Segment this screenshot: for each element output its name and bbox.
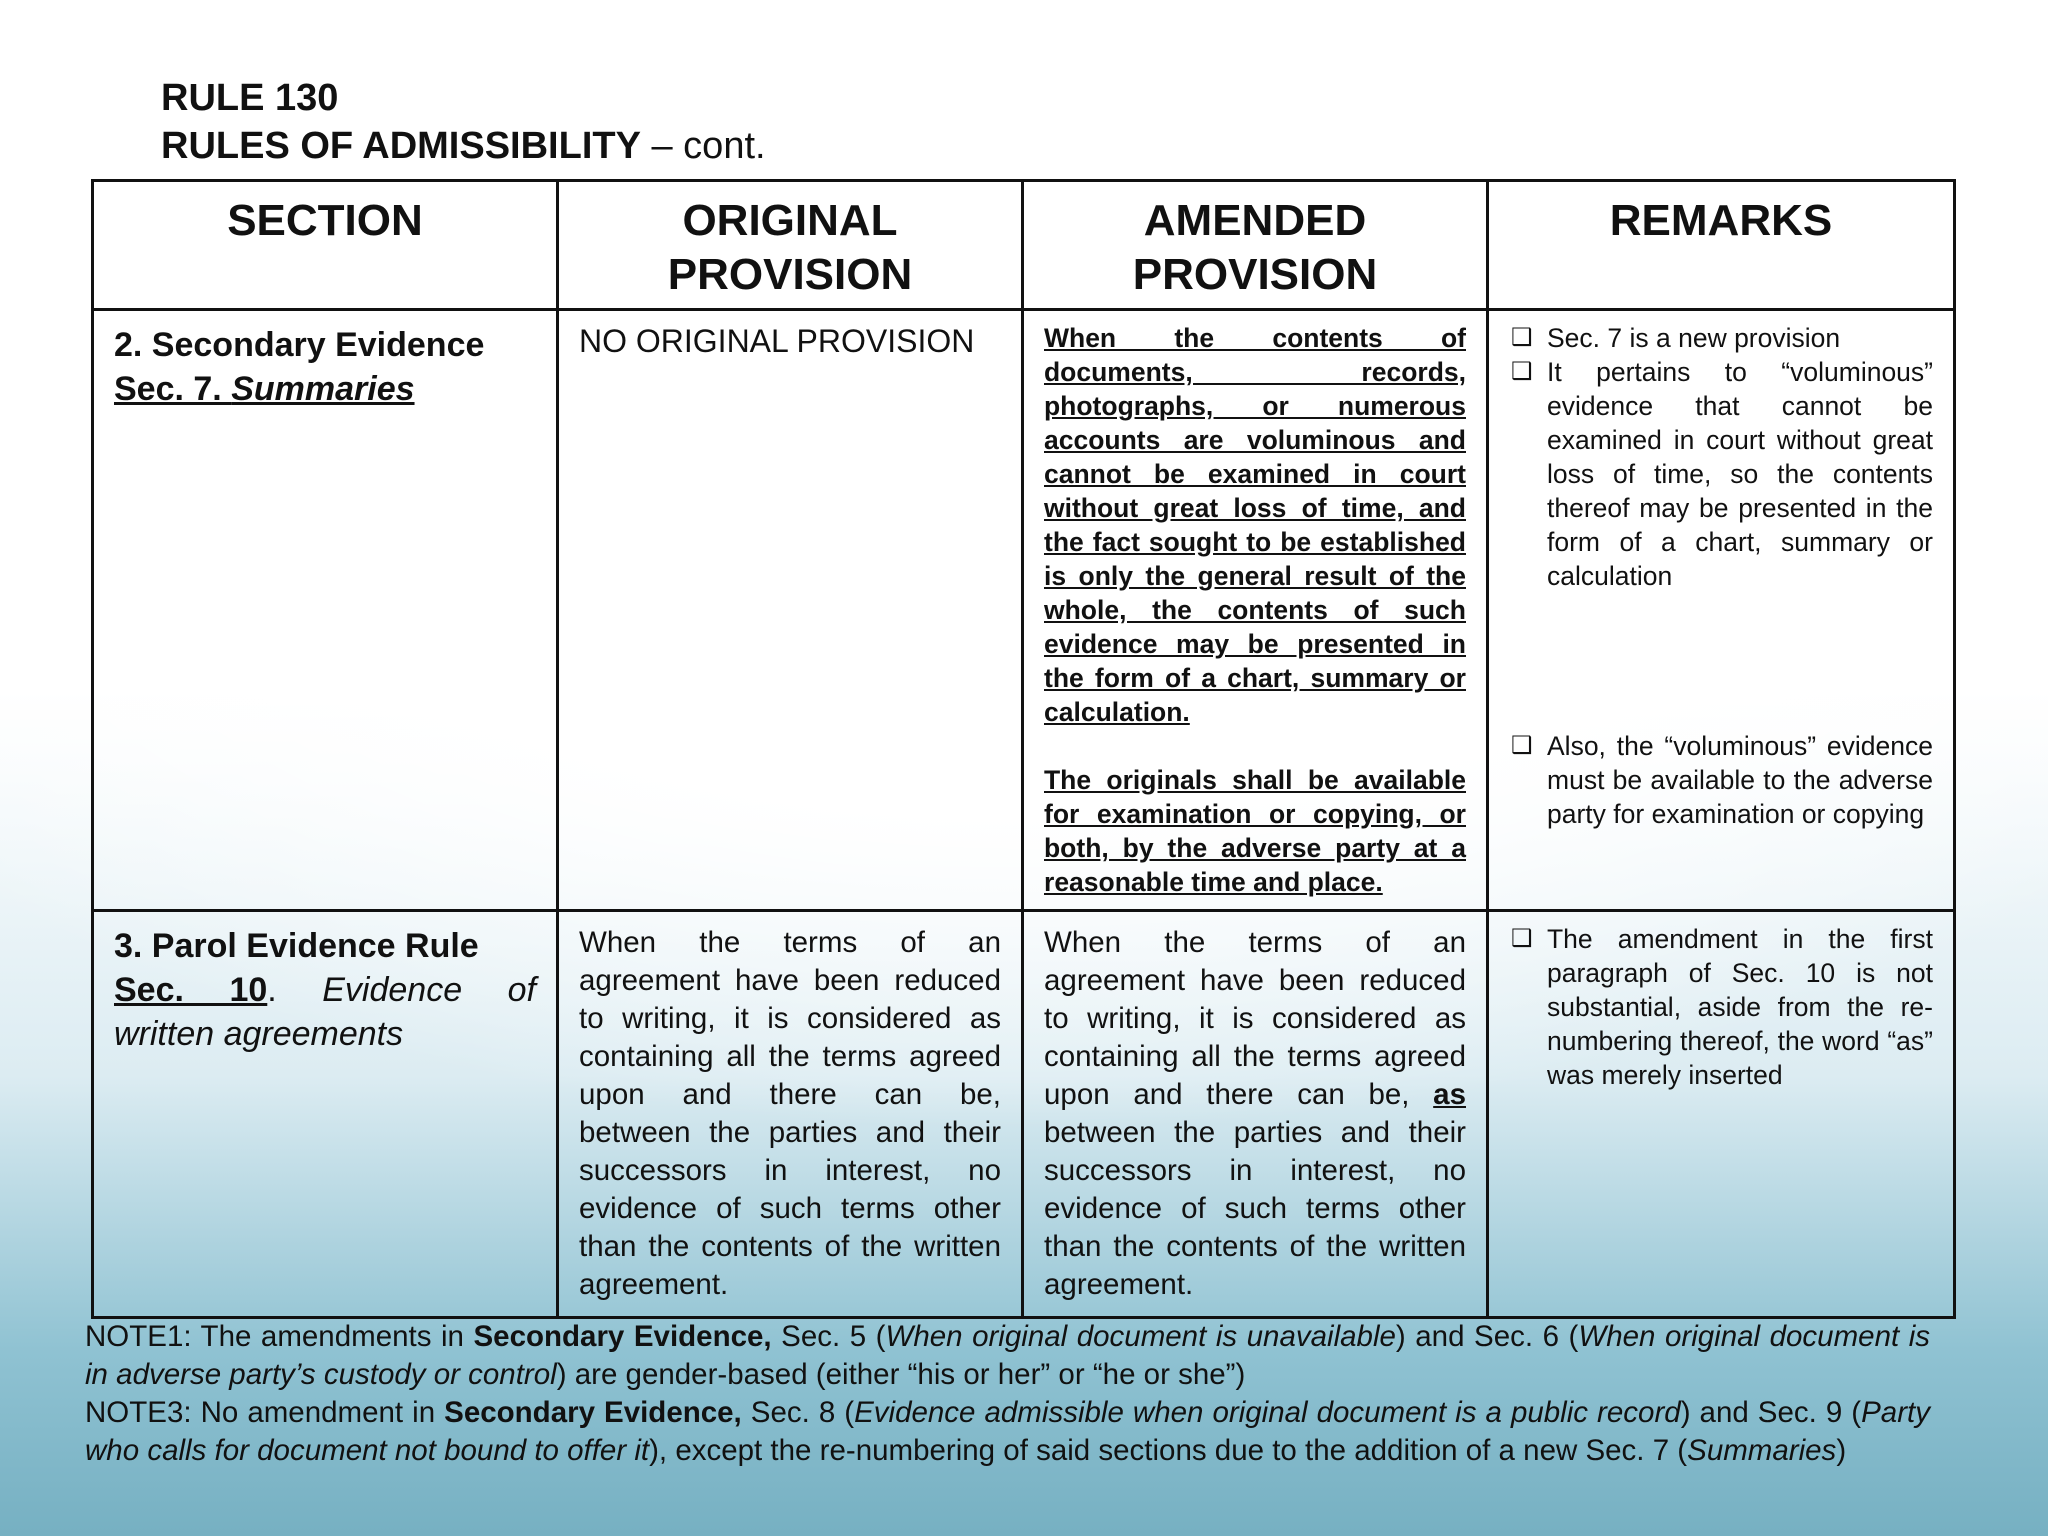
section-cell: 3. Parol Evidence Rule Sec. 10. Evidence… bbox=[91, 909, 559, 1319]
original-cell: When the terms of an agreement have been… bbox=[556, 909, 1024, 1319]
amended-cell: When the contents of documents, records,… bbox=[1021, 308, 1489, 912]
header-original: ORIGINAL PROVISION bbox=[556, 179, 1024, 311]
section-cell: 2. Secondary Evidence Sec. 7. Summaries bbox=[91, 308, 559, 912]
remark-item: ❑ Also, the “voluminous” evidence must be… bbox=[1511, 731, 1933, 829]
table-row: 3. Parol Evidence Rule Sec. 10. Evidence… bbox=[91, 909, 1956, 1319]
remark-item: ❑ Sec. 7 is a new provision bbox=[1511, 323, 1841, 353]
section-ref: Sec. 10. Evidence of written agreements bbox=[114, 971, 536, 1053]
rule-subtitle: RULES OF ADMISSIBILITY – cont. bbox=[161, 125, 766, 167]
section-title: Evidence of written agreements bbox=[114, 971, 536, 1053]
notes: NOTE1: The amendments in Secondary Evide… bbox=[85, 1318, 1930, 1470]
remarks-cell: ❑ The amendment in the first paragraph of… bbox=[1486, 909, 1956, 1319]
section-number: Sec. 7. bbox=[114, 370, 232, 408]
checkbox-square-icon: ❑ bbox=[1511, 925, 1533, 952]
checkbox-square-icon: ❑ bbox=[1511, 324, 1533, 351]
note-3: NOTE3: No amendment in Secondary Evidenc… bbox=[85, 1396, 1930, 1467]
table-row: 2. Secondary Evidence Sec. 7. Summaries … bbox=[91, 308, 1956, 912]
header-remarks: REMARKS bbox=[1486, 179, 1956, 311]
checkbox-square-icon: ❑ bbox=[1511, 358, 1533, 385]
rule-number: RULE 130 bbox=[161, 77, 339, 119]
section-title: Summaries bbox=[231, 370, 415, 408]
note-1: NOTE1: The amendments in Secondary Evide… bbox=[85, 1320, 1931, 1391]
original-cell: NO ORIGINAL PROVISION bbox=[556, 308, 1024, 912]
section-ref: Sec. 7. Summaries bbox=[114, 367, 536, 411]
comparison-table: SECTION ORIGINAL PROVISION AMENDED PROVI… bbox=[91, 179, 1956, 1319]
section-heading: 2. Secondary Evidence bbox=[114, 326, 485, 364]
remark-item: ❑ The amendment in the first paragraph of… bbox=[1511, 924, 1933, 1090]
amended-paragraph: The originals shall be available for exa… bbox=[1044, 765, 1466, 897]
header-section: SECTION bbox=[91, 179, 559, 311]
section-heading: 3. Parol Evidence Rule bbox=[114, 927, 479, 965]
slide-title: RULE 130 RULES OF ADMISSIBILITY – cont. bbox=[161, 74, 766, 170]
amended-cell: When the terms of an agreement have been… bbox=[1021, 909, 1489, 1319]
checkbox-square-icon: ❑ bbox=[1511, 732, 1533, 759]
remark-item: ❑ It pertains to “voluminous” evidence th… bbox=[1511, 357, 1933, 591]
header-row: SECTION ORIGINAL PROVISION AMENDED PROVI… bbox=[91, 179, 1956, 311]
amended-paragraph: When the contents of documents, records,… bbox=[1044, 323, 1466, 727]
header-amended: AMENDED PROVISION bbox=[1021, 179, 1489, 311]
section-number: Sec. 10 bbox=[114, 971, 268, 1009]
inserted-word: as bbox=[1433, 1078, 1466, 1111]
remarks-cell: ❑ Sec. 7 is a new provision ❑ It pertains … bbox=[1486, 308, 1956, 912]
